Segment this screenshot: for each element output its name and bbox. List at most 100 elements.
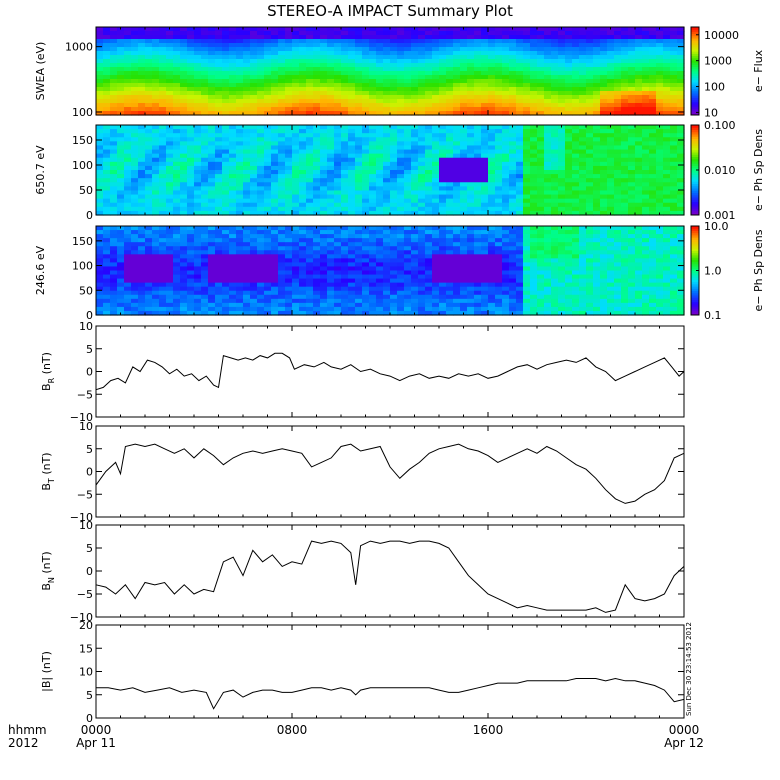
spectrogram-cell <box>628 83 636 88</box>
spectrogram-cell <box>495 190 503 196</box>
spectrogram-cell <box>572 47 580 52</box>
spectrogram-cell <box>159 210 167 216</box>
spectrogram-cell <box>215 35 223 40</box>
spectrogram-cell <box>341 103 349 108</box>
spectrogram-cell <box>495 153 503 159</box>
spectrogram-cell <box>677 99 685 104</box>
spectrogram-cell <box>194 91 202 96</box>
spectrogram-cell <box>327 141 335 147</box>
spectrogram-cell <box>173 75 181 80</box>
spectrogram-cell <box>334 198 342 204</box>
spectrogram-cell <box>579 186 587 192</box>
spectrogram-cell <box>124 234 132 239</box>
spectrogram-cell <box>278 129 286 134</box>
spectrogram-cell <box>509 67 517 72</box>
spectrogram-cell <box>138 234 146 239</box>
spectrogram-cell <box>320 186 328 192</box>
spectrogram-cell <box>663 59 671 64</box>
spectrogram-cell <box>257 286 265 292</box>
spectrogram-cell <box>432 234 440 239</box>
spectrogram-cell <box>509 161 517 167</box>
spectrogram-cell <box>628 87 636 92</box>
spectrogram-cell <box>229 103 237 108</box>
spectrogram-cell <box>376 91 384 96</box>
spectrogram-cell <box>96 306 104 312</box>
spectrogram-cell <box>103 39 111 44</box>
spectrogram-cell <box>236 194 244 200</box>
spectrogram-cell <box>369 246 377 251</box>
spectrogram-cell <box>103 170 111 175</box>
spectrogram-cell <box>390 133 398 138</box>
spectrogram-cell <box>299 133 307 138</box>
spectrogram-cell <box>404 254 412 259</box>
spectrogram-cell <box>467 43 475 48</box>
spectrogram-cell <box>411 290 419 296</box>
spectrogram-cell <box>117 234 125 239</box>
spectrogram-cell <box>103 258 111 264</box>
spectrogram-cell <box>110 75 118 80</box>
spectrogram-cell <box>425 153 433 159</box>
spectrogram-cell <box>593 137 601 142</box>
spectrogram-cell <box>495 157 503 163</box>
spectrogram-cell <box>222 278 230 284</box>
spectrogram-cell <box>138 125 146 130</box>
spectrogram-cell <box>250 43 258 48</box>
spectrogram-cell <box>453 83 461 88</box>
spectrogram-cell <box>411 242 419 247</box>
spectrogram-cell <box>257 71 265 76</box>
spectrogram-cell <box>187 258 195 264</box>
spectrogram-cell <box>586 190 594 196</box>
colorbar-cell <box>691 136 699 139</box>
spectrogram-cell <box>257 182 265 187</box>
spectrogram-cell <box>271 141 279 147</box>
spectrogram-cell <box>390 178 398 183</box>
spectrogram-cell <box>285 87 293 92</box>
spectrogram-cell <box>628 194 636 200</box>
spectrogram-cell <box>138 35 146 40</box>
spectrogram-cell <box>460 178 468 183</box>
spectrogram-cell <box>411 206 419 212</box>
spectrogram-cell <box>425 75 433 80</box>
spectrogram-cell <box>187 294 195 300</box>
spectrogram-cell <box>565 157 573 163</box>
spectrogram-cell <box>271 75 279 80</box>
spectrogram-cell <box>369 71 377 76</box>
spectrogram-cell <box>124 174 132 179</box>
spectrogram-cell <box>117 59 125 64</box>
spectrogram-cell <box>306 278 314 284</box>
spectrogram-cell <box>229 190 237 196</box>
spectrogram-cell <box>180 79 188 84</box>
spectrogram-cell <box>306 190 314 196</box>
spectrogram-cell <box>264 107 272 112</box>
spectrogram-cell <box>145 75 153 80</box>
spectrogram-cell <box>530 194 538 200</box>
spectrogram-cell <box>194 234 202 239</box>
spectrogram-cell <box>208 31 216 36</box>
spectrogram-cell <box>264 186 272 192</box>
spectrogram-cell <box>96 194 104 200</box>
spectrogram-cell <box>474 198 482 204</box>
spectrogram-cell <box>362 290 370 296</box>
spectrogram-cell <box>502 87 510 92</box>
spectrogram-cell <box>215 47 223 52</box>
spectrogram-cell <box>390 182 398 187</box>
spectrogram-cell <box>593 165 601 171</box>
spectrogram-cell <box>152 31 160 36</box>
spectrogram-cell <box>292 170 300 175</box>
spectrogram-cell <box>215 202 223 208</box>
spectrogram-cell <box>313 145 321 151</box>
spectrogram-cell <box>621 198 629 204</box>
spectrogram-cell <box>264 262 272 268</box>
spectrogram-cell <box>264 306 272 312</box>
spectrogram-cell <box>187 298 195 304</box>
spectrogram-cell <box>390 170 398 175</box>
spectrogram-cell <box>271 254 279 259</box>
spectrogram-cell <box>103 182 111 187</box>
spectrogram-cell <box>418 258 426 264</box>
spectrogram-cell <box>418 91 426 96</box>
spectrogram-cell <box>341 302 349 308</box>
spectrogram-cell <box>236 282 244 288</box>
spectrogram-cell <box>138 161 146 167</box>
spectrogram-cell <box>656 87 664 92</box>
spectrogram-cell <box>159 59 167 64</box>
